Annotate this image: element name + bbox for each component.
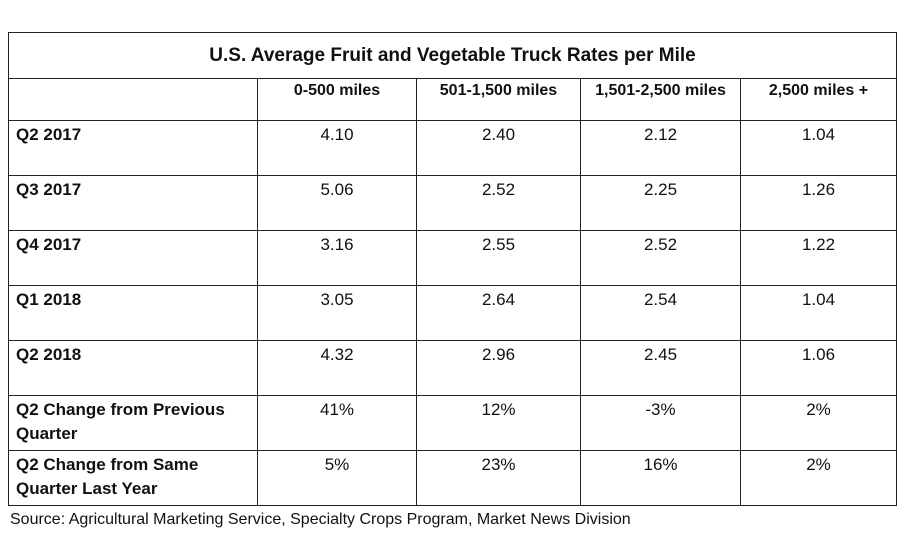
table-row: Q1 2018 3.05 2.64 2.54 1.04 xyxy=(8,285,897,341)
row-label: Q2 2017 xyxy=(8,120,258,176)
row-label: Q2 2018 xyxy=(8,340,258,396)
table-cell: 1.22 xyxy=(740,230,897,286)
table-row: Q3 2017 5.06 2.52 2.25 1.26 xyxy=(8,175,897,231)
row-label: Q2 Change from Same Quarter Last Year xyxy=(8,450,258,506)
source-note: Source: Agricultural Marketing Service, … xyxy=(10,511,631,528)
table-cell: 2.55 xyxy=(416,230,581,286)
table-cell: 2% xyxy=(740,450,897,506)
table-cell: 1.04 xyxy=(740,120,897,176)
table-cell: 3.16 xyxy=(257,230,417,286)
column-header: 501-1,500 miles xyxy=(416,78,581,121)
table-cell: 2.40 xyxy=(416,120,581,176)
column-header xyxy=(8,78,258,121)
table-cell: 3.05 xyxy=(257,285,417,341)
table-cell: 2.12 xyxy=(580,120,741,176)
table-cell: 5.06 xyxy=(257,175,417,231)
column-header: 1,501-2,500 miles xyxy=(580,78,741,121)
row-label: Q2 Change from Previous Quarter xyxy=(8,395,258,451)
table-row: Q2 Change from Previous Quarter 41% 12% -3%… xyxy=(8,395,897,451)
table-cell: 4.10 xyxy=(257,120,417,176)
table-cell: 16% xyxy=(580,450,741,506)
row-label: Q1 2018 xyxy=(8,285,258,341)
header-row: 0-500 miles 501-1,500 miles 1,501-2,500 mi… xyxy=(8,78,897,121)
column-header: 0-500 miles xyxy=(257,78,417,121)
table-cell: 2.25 xyxy=(580,175,741,231)
table-cell: 2.45 xyxy=(580,340,741,396)
table-cell: 2% xyxy=(740,395,897,451)
table-row: Q2 Change from Same Quarter Last Year 5% 2… xyxy=(8,450,897,506)
table-cell: 1.26 xyxy=(740,175,897,231)
table-cell: 2.52 xyxy=(416,175,581,231)
table-cell: -3% xyxy=(580,395,741,451)
table-cell: 23% xyxy=(416,450,581,506)
table-cell: 4.32 xyxy=(257,340,417,396)
table-cell: 2.54 xyxy=(580,285,741,341)
row-label: Q4 2017 xyxy=(8,230,258,286)
table-cell: 2.96 xyxy=(416,340,581,396)
table-cell: 1.06 xyxy=(740,340,897,396)
table-cell: 41% xyxy=(257,395,417,451)
table-cell: 2.52 xyxy=(580,230,741,286)
table-cell: 5% xyxy=(257,450,417,506)
column-header: 2,500 miles + xyxy=(740,78,897,121)
table-cell: 1.04 xyxy=(740,285,897,341)
table-row: Q2 2018 4.32 2.96 2.45 1.06 xyxy=(8,340,897,396)
table-container: U.S. Average Fruit and Vegetable Truck R… xyxy=(8,32,897,530)
table-row: Q2 2017 4.10 2.40 2.12 1.04 xyxy=(8,120,897,176)
table-cell: 2.64 xyxy=(416,285,581,341)
table-row: Q4 2017 3.16 2.55 2.52 1.22 xyxy=(8,230,897,286)
truck-rates-table: U.S. Average Fruit and Vegetable Truck R… xyxy=(8,32,897,506)
table-cell: 12% xyxy=(416,395,581,451)
table-title: U.S. Average Fruit and Vegetable Truck R… xyxy=(8,32,897,79)
row-label: Q3 2017 xyxy=(8,175,258,231)
